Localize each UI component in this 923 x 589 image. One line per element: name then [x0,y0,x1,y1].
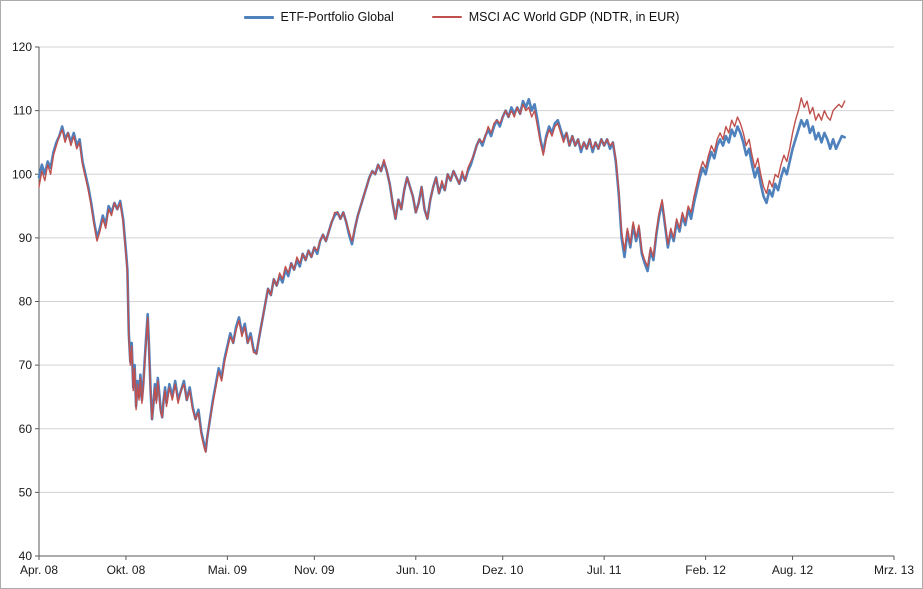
legend-item-msci[interactable]: MSCI AC World GDP (NDTR, in EUR) [431,10,680,24]
x-tick-label: Dez. 10 [482,563,524,577]
x-tick-label: Mrz. 13 [874,563,914,577]
x-tick-label: Jul. 11 [587,563,622,577]
y-tick-label: 100 [12,167,32,181]
x-tick-label: Okt. 08 [107,563,146,577]
y-tick-label: 50 [19,485,33,499]
x-tick-label: Feb. 12 [685,563,726,577]
x-tick-label: Apr. 08 [20,563,58,577]
y-tick-label: 40 [19,549,33,563]
series-line-msci-ac-world [38,97,846,453]
y-tick-label: 120 [12,40,32,54]
x-tick-label: Aug. 12 [772,563,814,577]
y-tick-label: 110 [13,104,32,118]
y-tick-label: 80 [19,295,33,309]
legend-line-sample-red [431,16,462,18]
y-tick-label: 90 [19,231,33,245]
legend-item-etf-portfolio[interactable]: ETF-Portfolio Global [243,10,394,24]
y-tick-label: 70 [19,358,33,372]
legend-line-sample-blue [243,15,274,19]
legend-label-msci: MSCI AC World GDP (NDTR, in EUR) [468,10,680,24]
chart-legend: ETF-Portfolio Global MSCI AC World GDP (… [1,10,922,24]
legend-label-etf-portfolio: ETF-Portfolio Global [280,10,394,24]
x-tick-label: Jun. 10 [396,563,436,577]
x-tick-label: Mai. 09 [208,563,248,577]
x-tick-label: Nov. 09 [294,563,335,577]
y-tick-label: 60 [19,422,33,436]
